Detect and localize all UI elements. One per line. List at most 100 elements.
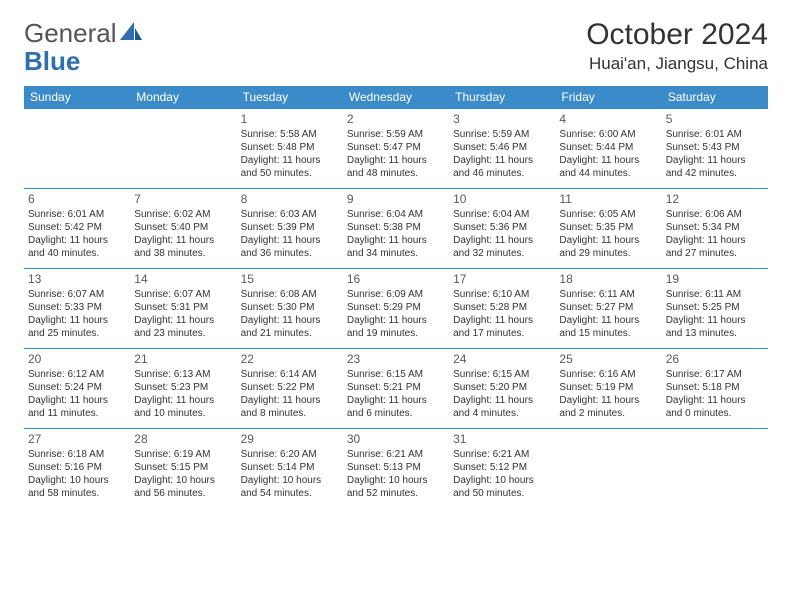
weekday-header: Friday [555, 86, 661, 109]
day-number: 20 [28, 352, 126, 366]
day-info: Sunrise: 6:10 AMSunset: 5:28 PMDaylight:… [453, 288, 551, 340]
calendar-cell: 4 Sunrise: 6:00 AMSunset: 5:44 PMDaylight… [555, 109, 661, 189]
day-number: 1 [241, 112, 339, 126]
calendar-cell: 2 Sunrise: 5:59 AMSunset: 5:47 PMDaylight… [343, 109, 449, 189]
day-number: 13 [28, 272, 126, 286]
calendar-cell: 16 Sunrise: 6:09 AMSunset: 5:29 PMDayligh… [343, 269, 449, 349]
day-info: Sunrise: 6:19 AMSunset: 5:15 PMDaylight:… [134, 448, 232, 500]
weekday-header: Monday [130, 86, 236, 109]
day-info: Sunrise: 6:09 AMSunset: 5:29 PMDaylight:… [347, 288, 445, 340]
day-info: Sunrise: 6:21 AMSunset: 5:12 PMDaylight:… [453, 448, 551, 500]
calendar-cell [24, 109, 130, 189]
calendar-row: 27 Sunrise: 6:18 AMSunset: 5:16 PMDayligh… [24, 429, 768, 509]
day-info: Sunrise: 6:18 AMSunset: 5:16 PMDaylight:… [28, 448, 126, 500]
day-info: Sunrise: 6:17 AMSunset: 5:18 PMDaylight:… [666, 368, 764, 420]
calendar-cell: 19Sunrise: 6:11 AMSunset: 5:25 PMDayligh… [662, 269, 768, 349]
day-number: 16 [347, 272, 445, 286]
day-number: 15 [241, 272, 339, 286]
day-info: Sunrise: 6:00 AMSunset: 5:44 PMDaylight:… [559, 128, 657, 180]
calendar-cell: 11 Sunrise: 6:05 AMSunset: 5:35 PMDayligh… [555, 189, 661, 269]
weekday-header: Sunday [24, 86, 130, 109]
day-info: Sunrise: 6:14 AMSunset: 5:22 PMDaylight:… [241, 368, 339, 420]
weekday-header-row: SundayMondayTuesdayWednesdayThursdayFrid… [24, 86, 768, 109]
day-info: Sunrise: 5:59 AMSunset: 5:46 PMDaylight:… [453, 128, 551, 180]
day-number: 11 [559, 192, 657, 206]
logo: General [24, 18, 142, 49]
day-info: Sunrise: 6:04 AMSunset: 5:36 PMDaylight:… [453, 208, 551, 260]
calendar-cell: 12 Sunrise: 6:06 AMSunset: 5:34 PMDayligh… [662, 189, 768, 269]
day-info: Sunrise: 6:01 AMSunset: 5:42 PMDaylight:… [28, 208, 126, 260]
day-info: Sunrise: 6:05 AMSunset: 5:35 PMDaylight:… [559, 208, 657, 260]
calendar-cell: 28 Sunrise: 6:19 AMSunset: 5:15 PMDayligh… [130, 429, 236, 509]
day-number: 9 [347, 192, 445, 206]
day-number: 22 [241, 352, 339, 366]
calendar-row: 20Sunrise: 6:12 AMSunset: 5:24 PMDayligh… [24, 349, 768, 429]
calendar-cell: 18 Sunrise: 6:11 AMSunset: 5:27 PMDayligh… [555, 269, 661, 349]
calendar-cell: 10 Sunrise: 6:04 AMSunset: 5:36 PMDayligh… [449, 189, 555, 269]
day-number: 4 [559, 112, 657, 126]
calendar-cell: 17 Sunrise: 6:10 AMSunset: 5:28 PMDayligh… [449, 269, 555, 349]
day-number: 17 [453, 272, 551, 286]
calendar-cell: 3Sunrise: 5:59 AMSunset: 5:46 PMDaylight… [449, 109, 555, 189]
logo-sail-icon [120, 22, 142, 42]
day-info: Sunrise: 6:20 AMSunset: 5:14 PMDaylight:… [241, 448, 339, 500]
calendar-row: 1 Sunrise: 5:58 AMSunset: 5:48 PMDaylight… [24, 109, 768, 189]
day-info: Sunrise: 6:15 AMSunset: 5:20 PMDaylight:… [453, 368, 551, 420]
calendar-table: SundayMondayTuesdayWednesdayThursdayFrid… [24, 86, 768, 509]
day-info: Sunrise: 6:11 AMSunset: 5:27 PMDaylight:… [559, 288, 657, 340]
logo-text-general: General [24, 18, 117, 49]
calendar-cell: 14Sunrise: 6:07 AMSunset: 5:31 PMDayligh… [130, 269, 236, 349]
day-number: 29 [241, 432, 339, 446]
calendar-cell: 25 Sunrise: 6:16 AMSunset: 5:19 PMDayligh… [555, 349, 661, 429]
calendar-cell: 31 Sunrise: 6:21 AMSunset: 5:12 PMDayligh… [449, 429, 555, 509]
day-number: 8 [241, 192, 339, 206]
calendar-cell: 7 Sunrise: 6:02 AMSunset: 5:40 PMDaylight… [130, 189, 236, 269]
calendar-cell [555, 429, 661, 509]
calendar-cell: 29 Sunrise: 6:20 AMSunset: 5:14 PMDayligh… [237, 429, 343, 509]
calendar-cell: 22 Sunrise: 6:14 AMSunset: 5:22 PMDayligh… [237, 349, 343, 429]
calendar-cell: 9Sunrise: 6:04 AMSunset: 5:38 PMDaylight… [343, 189, 449, 269]
title-block: October 2024 Huai'an, Jiangsu, China [586, 18, 768, 74]
header: General October 2024 Huai'an, Jiangsu, C… [24, 18, 768, 74]
day-number: 14 [134, 272, 232, 286]
day-info: Sunrise: 6:21 AMSunset: 5:13 PMDaylight:… [347, 448, 445, 500]
calendar-cell: 21Sunrise: 6:13 AMSunset: 5:23 PMDayligh… [130, 349, 236, 429]
location-text: Huai'an, Jiangsu, China [586, 54, 768, 74]
day-number: 10 [453, 192, 551, 206]
day-number: 18 [559, 272, 657, 286]
day-info: Sunrise: 6:07 AMSunset: 5:33 PMDaylight:… [28, 288, 126, 340]
day-number: 6 [28, 192, 126, 206]
weekday-header: Thursday [449, 86, 555, 109]
day-number: 27 [28, 432, 126, 446]
day-info: Sunrise: 6:06 AMSunset: 5:34 PMDaylight:… [666, 208, 764, 260]
day-info: Sunrise: 6:16 AMSunset: 5:19 PMDaylight:… [559, 368, 657, 420]
calendar-cell [662, 429, 768, 509]
day-number: 31 [453, 432, 551, 446]
calendar-cell: 27 Sunrise: 6:18 AMSunset: 5:16 PMDayligh… [24, 429, 130, 509]
day-info: Sunrise: 6:03 AMSunset: 5:39 PMDaylight:… [241, 208, 339, 260]
day-info: Sunrise: 5:58 AMSunset: 5:48 PMDaylight:… [241, 128, 339, 180]
weekday-header: Saturday [662, 86, 768, 109]
calendar-cell: 20Sunrise: 6:12 AMSunset: 5:24 PMDayligh… [24, 349, 130, 429]
day-number: 23 [347, 352, 445, 366]
calendar-cell [130, 109, 236, 189]
calendar-cell: 8 Sunrise: 6:03 AMSunset: 5:39 PMDaylight… [237, 189, 343, 269]
calendar-cell: 1 Sunrise: 5:58 AMSunset: 5:48 PMDaylight… [237, 109, 343, 189]
day-number: 21 [134, 352, 232, 366]
day-number: 24 [453, 352, 551, 366]
calendar-cell: 6 Sunrise: 6:01 AMSunset: 5:42 PMDaylight… [24, 189, 130, 269]
day-number: 2 [347, 112, 445, 126]
day-info: Sunrise: 5:59 AMSunset: 5:47 PMDaylight:… [347, 128, 445, 180]
calendar-cell: 13 Sunrise: 6:07 AMSunset: 5:33 PMDayligh… [24, 269, 130, 349]
day-number: 12 [666, 192, 764, 206]
calendar-cell: 26 Sunrise: 6:17 AMSunset: 5:18 PMDayligh… [662, 349, 768, 429]
day-info: Sunrise: 6:02 AMSunset: 5:40 PMDaylight:… [134, 208, 232, 260]
day-number: 28 [134, 432, 232, 446]
calendar-cell: 30 Sunrise: 6:21 AMSunset: 5:13 PMDayligh… [343, 429, 449, 509]
day-number: 7 [134, 192, 232, 206]
day-number: 30 [347, 432, 445, 446]
day-info: Sunrise: 6:08 AMSunset: 5:30 PMDaylight:… [241, 288, 339, 340]
day-number: 26 [666, 352, 764, 366]
day-number: 25 [559, 352, 657, 366]
calendar-row: 13 Sunrise: 6:07 AMSunset: 5:33 PMDayligh… [24, 269, 768, 349]
